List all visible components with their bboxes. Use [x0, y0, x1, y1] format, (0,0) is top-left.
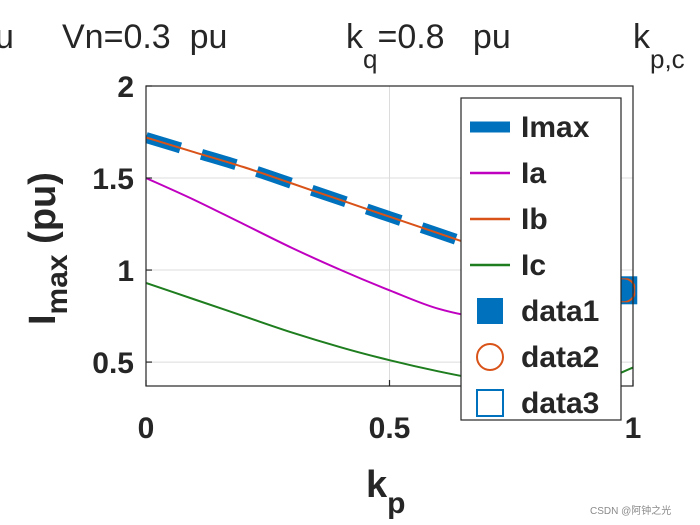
x-axis-label: kp — [366, 464, 405, 520]
x-tick-label: 0 — [138, 412, 155, 445]
legend-label-ib: Ib — [521, 203, 548, 236]
title-segment-2: Vn=0.3 pu — [62, 18, 227, 56]
ticks: 0 0.5 10.511.52 — [92, 71, 641, 445]
ylabel-main: I — [22, 314, 64, 325]
y-tick-label: 1 — [117, 255, 134, 288]
ylabel-after: (pu) — [22, 172, 64, 254]
legend-label-data3: data3 — [521, 387, 599, 420]
title-segment-1: u — [0, 18, 14, 56]
x-tick-label: 0.5 — [369, 412, 411, 445]
y-tick-label: 2 — [117, 71, 134, 104]
legend-label-ia: Ia — [521, 157, 546, 190]
y-tick-label: 1.5 — [92, 163, 134, 196]
legend: Imax Ia Ib Ic data1 data2 data3 — [460, 97, 622, 421]
title-kq-sub: q — [363, 44, 377, 74]
legend-box — [460, 97, 622, 421]
ylabel-sub: max — [41, 254, 74, 314]
title-kq-k: k — [346, 18, 364, 56]
title-segment-4: kp,c — [633, 18, 685, 74]
watermark: CSDN @阿钟之光 — [590, 504, 671, 517]
title-kpc-k: k — [633, 18, 651, 56]
y-axis-label: Imax (pu) — [22, 172, 74, 325]
series-line-ic — [146, 281, 633, 386]
legend-swatch-data3 — [476, 389, 504, 417]
legend-label-imax: Imax — [521, 111, 590, 144]
title-segment-3: kq=0.8 pu — [346, 18, 511, 74]
legend-label-data2: data2 — [521, 341, 599, 374]
x-tick-label: 1 — [625, 412, 642, 445]
legend-swatch-data1 — [477, 298, 503, 324]
title-kpc-sub: p,c — [650, 44, 685, 74]
xlabel-main: k — [366, 464, 388, 506]
legend-label-data1: data1 — [521, 295, 599, 328]
legend-label-ic: Ic — [521, 249, 546, 282]
xlabel-sub: p — [387, 487, 405, 520]
legend-swatch-data2 — [476, 343, 504, 371]
y-tick-label: 0.5 — [92, 347, 134, 380]
title-kq-after: =0.8 pu — [377, 18, 510, 56]
